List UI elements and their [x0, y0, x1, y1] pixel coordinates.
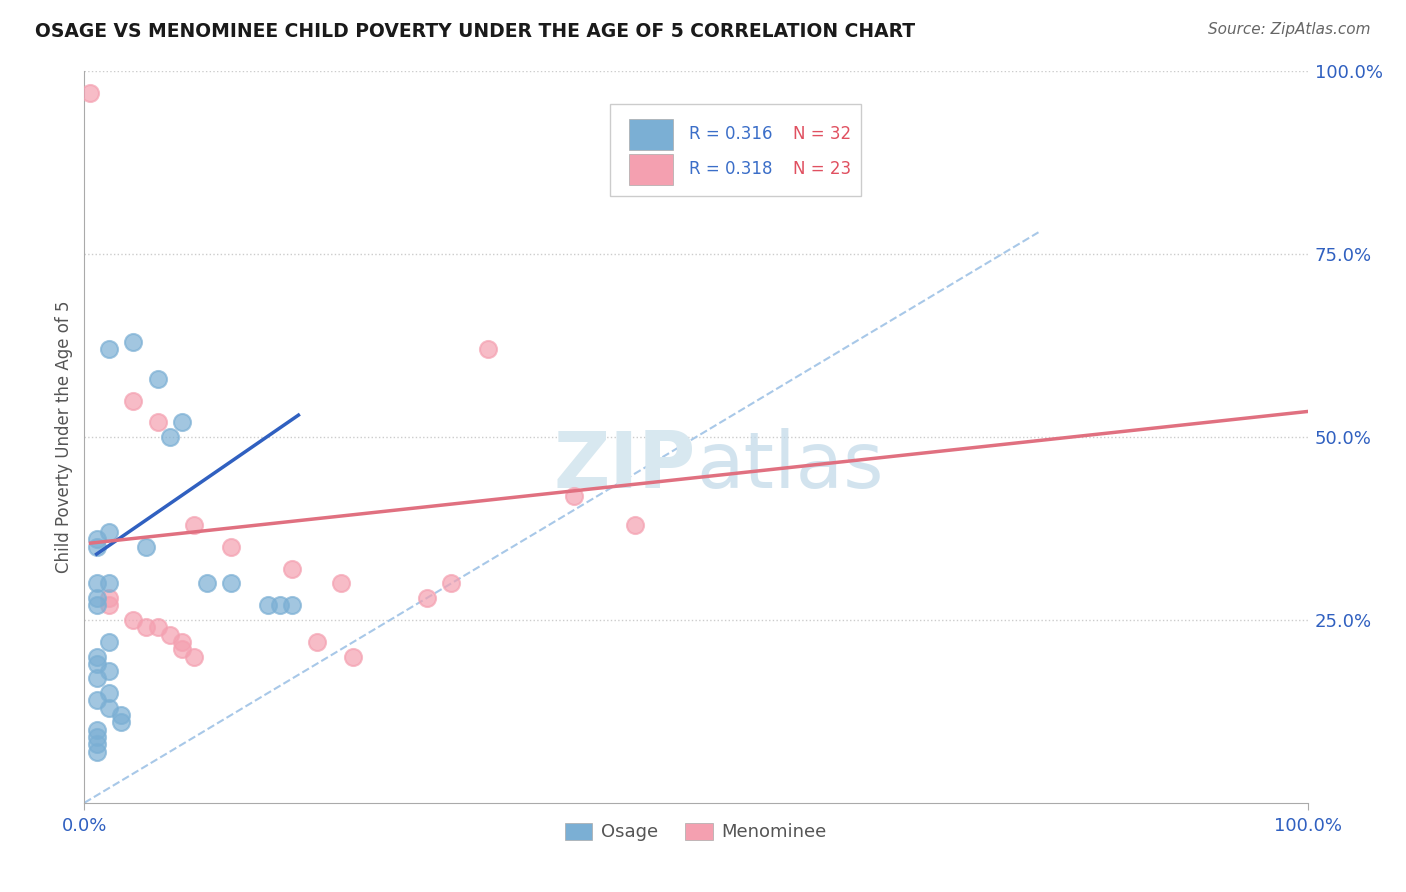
Point [440, 576, 463, 591]
Point [562, 489, 585, 503]
Point [159, 430, 181, 444]
Text: R = 0.318: R = 0.318 [689, 161, 772, 178]
Point [330, 576, 353, 591]
Point [86, 693, 108, 707]
Point [86, 649, 108, 664]
FancyBboxPatch shape [628, 154, 672, 185]
Point [146, 416, 169, 430]
Point [86, 723, 108, 737]
Text: atlas: atlas [696, 428, 883, 504]
Point [79, 87, 101, 101]
Point [146, 620, 169, 634]
Point [305, 635, 328, 649]
Point [122, 393, 145, 408]
Point [122, 334, 145, 349]
Point [135, 540, 157, 554]
Point [269, 599, 291, 613]
Point [86, 591, 108, 605]
Point [86, 657, 108, 671]
Point [86, 672, 108, 686]
Point [86, 599, 108, 613]
Point [159, 627, 181, 641]
Text: R = 0.316: R = 0.316 [689, 125, 772, 144]
Point [86, 533, 108, 547]
Point [97, 576, 120, 591]
Point [97, 599, 120, 613]
Point [257, 599, 280, 613]
Point [183, 517, 205, 532]
Point [97, 635, 120, 649]
FancyBboxPatch shape [610, 104, 860, 195]
Point [135, 620, 157, 634]
Text: Source: ZipAtlas.com: Source: ZipAtlas.com [1208, 22, 1371, 37]
Point [97, 525, 120, 540]
Point [183, 649, 205, 664]
Legend: Osage, Menominee: Osage, Menominee [558, 815, 834, 848]
Point [281, 562, 304, 576]
Point [146, 371, 169, 385]
Point [624, 517, 647, 532]
Point [97, 686, 120, 700]
Point [97, 664, 120, 678]
Point [172, 416, 194, 430]
Point [97, 591, 120, 605]
FancyBboxPatch shape [628, 119, 672, 150]
Point [477, 343, 499, 357]
Point [86, 576, 108, 591]
Point [86, 730, 108, 744]
Point [86, 745, 108, 759]
Text: N = 32: N = 32 [793, 125, 851, 144]
Point [86, 737, 108, 751]
Point [219, 540, 242, 554]
Point [97, 343, 120, 357]
Point [97, 700, 120, 714]
Point [110, 715, 132, 730]
Text: ZIP: ZIP [554, 428, 696, 504]
Point [195, 576, 218, 591]
Point [281, 599, 304, 613]
Text: N = 23: N = 23 [793, 161, 851, 178]
Point [86, 540, 108, 554]
Y-axis label: Child Poverty Under the Age of 5: Child Poverty Under the Age of 5 [55, 301, 73, 574]
Point [172, 642, 194, 657]
Point [172, 635, 194, 649]
Point [122, 613, 145, 627]
Text: OSAGE VS MENOMINEE CHILD POVERTY UNDER THE AGE OF 5 CORRELATION CHART: OSAGE VS MENOMINEE CHILD POVERTY UNDER T… [35, 22, 915, 41]
Point [110, 708, 132, 723]
Point [342, 649, 364, 664]
Point [219, 576, 242, 591]
Point [416, 591, 439, 605]
